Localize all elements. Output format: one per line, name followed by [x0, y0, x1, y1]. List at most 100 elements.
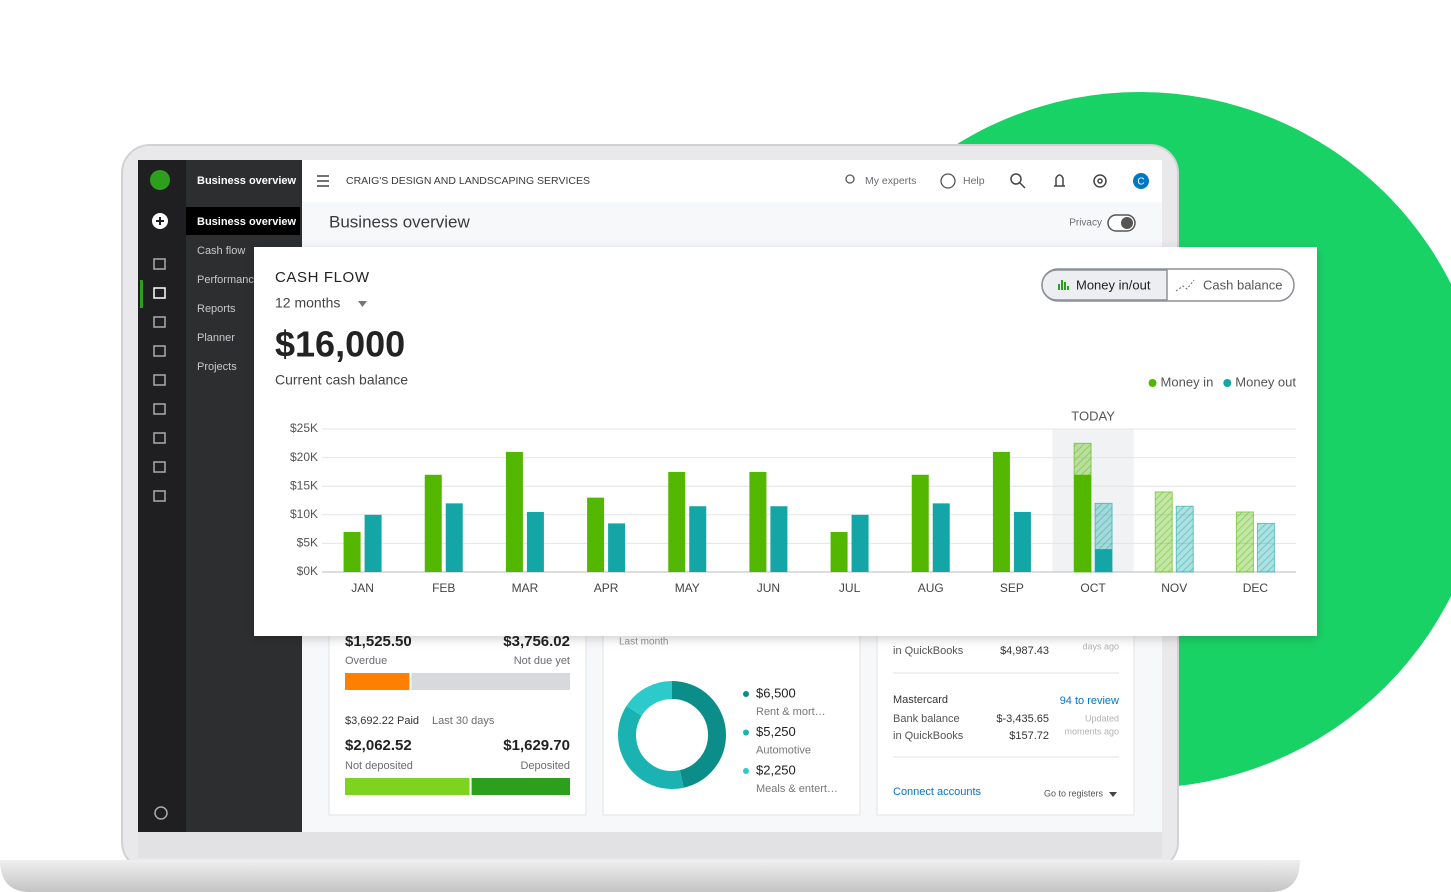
annotation: TODAY — [1071, 408, 1115, 423]
bank-label: Bank balance — [893, 713, 960, 725]
split-bar — [345, 673, 410, 690]
donut-segment — [618, 681, 726, 789]
x-tick-label: AUG — [918, 581, 944, 595]
split-bar — [411, 673, 570, 690]
privacy-label: Privacy — [1069, 218, 1102, 229]
paid: $3,692.22 Paid — [345, 715, 419, 727]
today-highlight — [1052, 429, 1134, 572]
legend-dot — [743, 691, 749, 697]
menu-icon[interactable] — [317, 175, 329, 187]
bar — [689, 506, 707, 572]
header-icons[interactable] — [1010, 173, 1107, 189]
plus-icon — [156, 217, 164, 225]
nav-item[interactable]: Projects — [197, 361, 237, 373]
bar — [911, 474, 929, 572]
line-icon — [1175, 279, 1195, 292]
cash-flow-card — [254, 247, 1317, 636]
bar-icon — [1058, 280, 1069, 290]
expense-amount: $5,250 — [756, 724, 796, 739]
expense-amount: $6,500 — [756, 685, 796, 700]
x-tick-label: SEP — [1000, 581, 1024, 595]
nav-item[interactable]: Reports — [197, 303, 236, 315]
review-link[interactable]: 94 to review — [1060, 695, 1119, 707]
amount: $2,062.52 — [345, 737, 412, 754]
screen-bezel — [138, 832, 1162, 858]
bar — [749, 471, 767, 572]
toggle-option[interactable]: Cash balance — [1203, 277, 1283, 292]
company-name: CRAIG'S DESIGN AND LANDSCAPING SERVICES — [346, 175, 590, 187]
nav-item[interactable]: Performance — [197, 274, 260, 286]
bank-updated: days ago — [1082, 641, 1119, 651]
expense-name: Automotive — [756, 744, 811, 756]
bank-updated: Updated — [1085, 713, 1119, 723]
nav-selected — [186, 207, 300, 235]
cash-flow-chart: TODAY $0K $5K $10K $15K $20K $25K JAN FEB MAR APR M… — [290, 374, 1296, 595]
registers-link[interactable]: Go to registers — [1044, 788, 1104, 798]
avatar-initial: C — [1137, 177, 1144, 188]
help-icon — [940, 173, 956, 189]
split-bar — [345, 778, 470, 795]
sidebar-title: Business overview — [197, 175, 296, 187]
nav-item[interactable]: Business overview — [197, 216, 296, 228]
split-bar — [471, 778, 570, 795]
bar — [364, 514, 382, 572]
amount: $1,629.70 — [503, 737, 570, 754]
connect-link[interactable]: Connect accounts — [893, 786, 982, 798]
bar — [424, 474, 442, 572]
toggle-selected — [1041, 269, 1168, 301]
experts-icon — [845, 174, 855, 184]
my-experts[interactable]: My experts — [865, 175, 916, 187]
y-tick-label: $20K — [290, 450, 318, 464]
bar — [343, 531, 361, 572]
toggle-option[interactable]: Money in/out — [1076, 277, 1151, 292]
legend-dot — [743, 768, 749, 774]
laptop-base — [0, 860, 1300, 892]
legend-label: Money in — [1161, 374, 1214, 389]
bar — [1095, 549, 1113, 572]
card-title: CASH FLOW — [275, 269, 370, 286]
legend-label: Money out — [1235, 374, 1296, 389]
bank-label: in QuickBooks — [893, 730, 964, 742]
logo — [150, 170, 170, 190]
x-tick-label: NOV — [1161, 581, 1187, 595]
bar — [668, 471, 686, 572]
bar — [1013, 511, 1031, 572]
bar — [608, 523, 626, 572]
dropdown-arrow — [358, 301, 367, 307]
expenses-period: Last month — [619, 637, 668, 648]
period-select[interactable]: 12 months — [275, 295, 340, 311]
paid-period: Last 30 days — [432, 715, 495, 727]
bank-amount: $157.72 — [1009, 730, 1049, 742]
help[interactable]: Help — [963, 175, 985, 187]
x-tick-label: JUL — [839, 581, 861, 595]
bar — [1074, 474, 1092, 572]
bank-card — [876, 609, 1135, 816]
expense-amount: $2,250 — [756, 762, 796, 777]
x-tick-label: FEB — [432, 581, 455, 595]
nav-item[interactable]: Planner — [197, 332, 235, 344]
projected-bar — [1235, 511, 1254, 573]
card-content: $1,525.50 $3,756.02 Overdue Not due yet … — [345, 633, 1119, 798]
x-tick-label: JAN — [351, 581, 374, 595]
bank-amount: $-3,435.65 — [996, 713, 1049, 725]
bank-amount: $4,987.43 — [1000, 645, 1049, 657]
avatar[interactable] — [1133, 173, 1149, 189]
amount: $1,525.50 — [345, 633, 412, 650]
dropdown-arrow — [1109, 792, 1117, 797]
bar — [830, 531, 848, 572]
nav-item[interactable]: Cash flow — [197, 245, 245, 257]
bank-label: in QuickBooks — [893, 645, 964, 657]
bar — [770, 506, 788, 572]
bank-updated: moments ago — [1064, 726, 1119, 736]
bar — [526, 511, 544, 572]
icon-rail — [138, 160, 186, 832]
bar — [992, 451, 1010, 572]
projected-bar — [1175, 505, 1194, 573]
projected-bar — [1154, 491, 1173, 573]
y-tick-label: $5K — [297, 536, 318, 550]
caption: Not due yet — [514, 655, 570, 667]
x-tick-label: DEC — [1243, 581, 1269, 595]
expense-name: Rent & mort… — [756, 706, 826, 718]
x-tick-label: APR — [594, 581, 619, 595]
